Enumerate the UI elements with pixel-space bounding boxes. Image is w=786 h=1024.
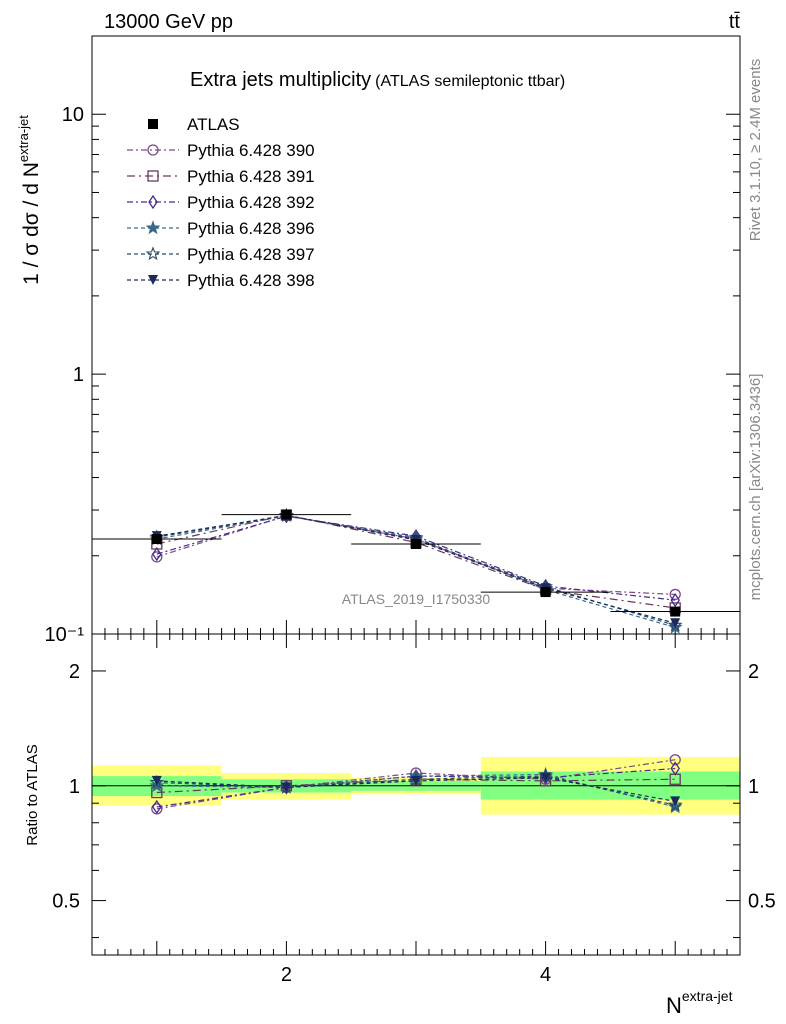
legend-marker bbox=[148, 275, 158, 285]
legend-label: Pythia 6.428 392 bbox=[187, 193, 315, 212]
ratio-series-point bbox=[152, 799, 162, 815]
ratio-y-tick-label: 0.5 bbox=[52, 891, 80, 913]
legend-marker bbox=[145, 220, 161, 235]
legend-label: Pythia 6.428 398 bbox=[187, 271, 315, 290]
data-point bbox=[411, 538, 421, 549]
ratio-series-point bbox=[281, 782, 292, 793]
data-point bbox=[151, 534, 162, 545]
legend-marker bbox=[148, 194, 158, 210]
x-axis-label-superscript: extra-jet bbox=[682, 988, 733, 1004]
y-tick-label: 10⁻¹ bbox=[45, 624, 85, 646]
chart-subtitle: (ATLAS semileptonic ttbar) bbox=[375, 73, 565, 90]
header-left: 13000 GeV pp bbox=[104, 11, 233, 33]
chart-title: Extra jets multiplicity (ATLAS semilepton… bbox=[190, 69, 565, 91]
axes: 10 1 10⁻¹ 2 4 2 2 1 1 0.5 0.5 bbox=[45, 35, 776, 986]
series-point bbox=[669, 588, 681, 601]
ratio-series-point bbox=[667, 797, 683, 812]
series-point bbox=[670, 592, 680, 608]
ratio-y-tick-label: 2 bbox=[69, 661, 80, 683]
series-point bbox=[670, 618, 681, 629]
legend-label: Pythia 6.428 390 bbox=[187, 141, 315, 160]
data-point bbox=[670, 606, 681, 617]
ratio-y-tick-label-right: 2 bbox=[748, 661, 759, 683]
legend-label: Pythia 6.428 391 bbox=[187, 167, 315, 186]
legend-label: Pythia 6.428 396 bbox=[187, 219, 315, 238]
y-tick-label: 10 bbox=[62, 104, 84, 126]
ratio-y-axis-label: Ratio to ATLAS bbox=[24, 744, 41, 845]
y-axis-label: 1 / σ dσ / d Nextra-jet bbox=[16, 115, 43, 285]
ratio-series-point bbox=[669, 754, 681, 766]
ratio-y-tick-label-right: 1 bbox=[748, 776, 759, 798]
header-right: tt̄ bbox=[729, 11, 741, 33]
analysis-watermark: ATLAS_2019_I1750330 bbox=[342, 591, 491, 607]
legend: ATLAS Pythia 6.428 390 Pythia 6.428 391 Pyt… bbox=[127, 115, 315, 290]
x-tick-label: 2 bbox=[281, 964, 292, 986]
x-axis-label: Nextra-jet bbox=[666, 988, 733, 1018]
y-tick-label: 1 bbox=[73, 364, 84, 386]
legend-marker bbox=[147, 170, 159, 182]
series-line bbox=[156, 515, 676, 601]
legend-marker bbox=[145, 246, 161, 261]
x-tick-label: 4 bbox=[540, 964, 551, 986]
series-line bbox=[156, 515, 676, 596]
legend-marker-atlas bbox=[148, 119, 158, 129]
ratio-series-point bbox=[151, 775, 162, 786]
legend-label: Pythia 6.428 397 bbox=[187, 245, 315, 264]
ratio-series-point bbox=[411, 775, 421, 786]
ratio-y-tick-label: 1 bbox=[69, 776, 80, 798]
series-point bbox=[151, 551, 163, 563]
series-line bbox=[156, 514, 676, 624]
legend-marker bbox=[147, 144, 159, 156]
series-point bbox=[152, 546, 162, 562]
data-point bbox=[281, 509, 292, 520]
side-label-mcplots: mcplots.cern.ch [arXiv:1306.3436] bbox=[747, 374, 764, 601]
series-group bbox=[92, 507, 740, 815]
ratio-series-point bbox=[540, 772, 551, 783]
ratio-series-point bbox=[670, 796, 681, 807]
legend-label: ATLAS bbox=[187, 115, 240, 134]
side-label-rivet: Rivet 3.1.10, ≥ 2.4M events bbox=[747, 59, 764, 242]
series-line bbox=[156, 515, 676, 628]
ratio-y-tick-label-right: 0.5 bbox=[748, 891, 776, 913]
y-axis-label-superscript: extra-jet bbox=[16, 115, 31, 162]
data-point bbox=[540, 587, 551, 598]
ratio-series-point bbox=[670, 761, 680, 776]
